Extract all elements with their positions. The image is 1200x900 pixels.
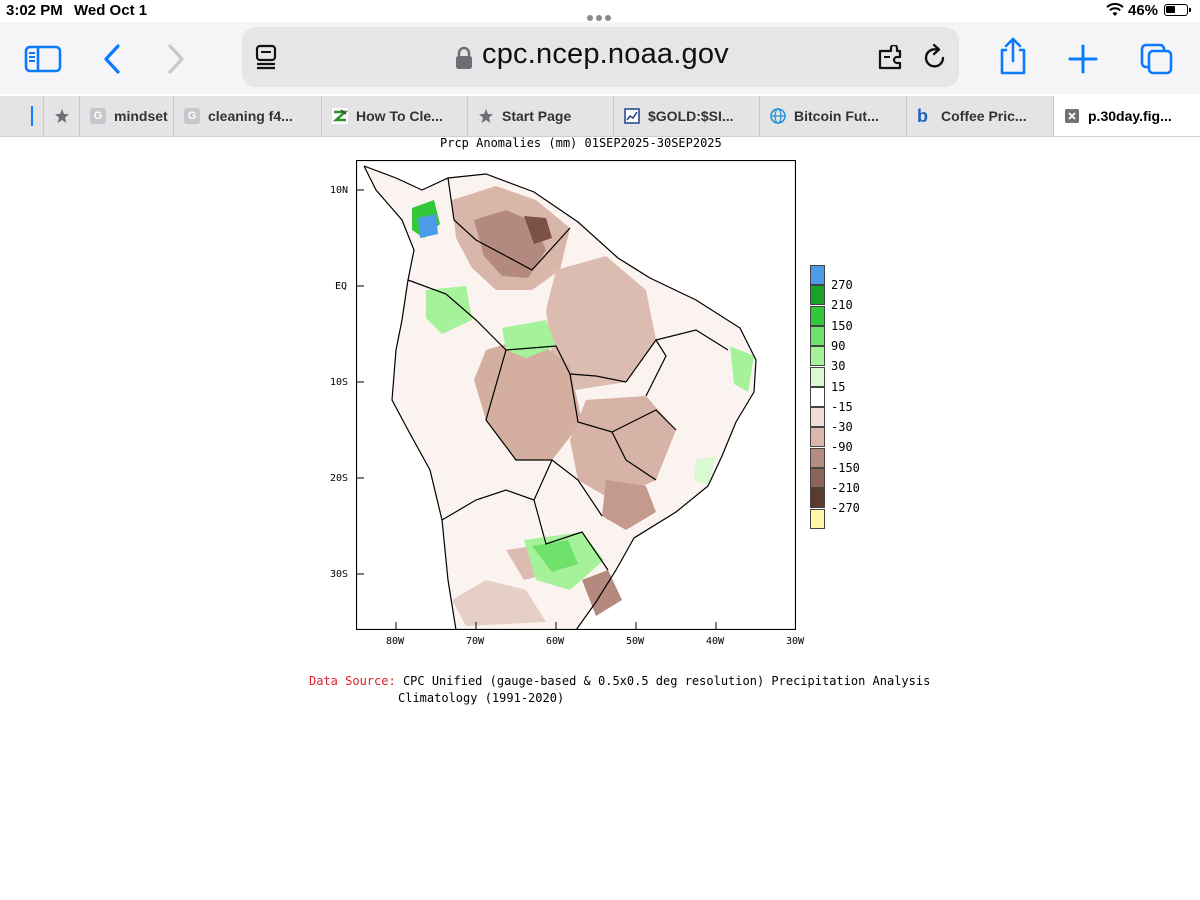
legend-swatch bbox=[810, 325, 825, 346]
share-icon[interactable] bbox=[994, 36, 1032, 76]
lon-label: 70W bbox=[466, 636, 485, 647]
tab-coffee[interactable]: b Coffee Pric... bbox=[907, 96, 1054, 136]
tab-label: How To Cle... bbox=[356, 108, 443, 124]
graticule-ticks bbox=[356, 189, 717, 630]
lat-label: 10N bbox=[330, 185, 349, 196]
lon-label: 60W bbox=[546, 636, 565, 647]
lock-icon bbox=[456, 46, 472, 69]
tab-pinned-star[interactable] bbox=[44, 96, 80, 136]
tab-label: Start Page bbox=[502, 108, 572, 124]
tab-label: mindset bbox=[114, 108, 168, 124]
legend-swatch bbox=[810, 447, 825, 468]
tab-indicator bbox=[31, 106, 33, 126]
tab-label: $GOLD:$SI... bbox=[648, 108, 734, 124]
back-icon[interactable] bbox=[96, 42, 134, 76]
legend-label: 150 bbox=[831, 318, 853, 333]
close-tab-icon[interactable] bbox=[1064, 108, 1080, 124]
sidebar-icon[interactable] bbox=[24, 42, 62, 76]
status-date: Wed Oct 1 bbox=[74, 2, 148, 19]
browser-toolbar: cpc.ncep.noaa.gov bbox=[0, 22, 1200, 94]
lon-label: 30W bbox=[786, 636, 805, 647]
lon-label: 40W bbox=[706, 636, 725, 647]
battery-percent: 46% bbox=[1128, 2, 1159, 19]
wet-anomaly-areas bbox=[412, 200, 754, 590]
legend-swatch bbox=[810, 407, 825, 428]
legend-label: 15 bbox=[831, 379, 846, 394]
star-icon bbox=[55, 109, 69, 123]
globe-icon bbox=[770, 108, 786, 124]
lon-label: 80W bbox=[386, 636, 405, 647]
battery-icon bbox=[1164, 4, 1191, 16]
legend-label: 30 bbox=[831, 359, 846, 374]
tab-label: cleaning f4... bbox=[208, 108, 293, 124]
address-bar[interactable]: cpc.ncep.noaa.gov bbox=[242, 27, 959, 87]
lat-label: 30S bbox=[330, 569, 349, 580]
legend-swatch bbox=[810, 346, 825, 367]
tab-active-p30day[interactable]: p.30day.fig... bbox=[1054, 96, 1200, 136]
g-favicon-icon: G bbox=[90, 108, 106, 124]
tab-bar: G mindset G cleaning f4... How To Cle...… bbox=[0, 96, 1200, 137]
source-label: Data Source: bbox=[309, 674, 396, 688]
star-icon bbox=[479, 109, 493, 123]
forward-icon[interactable] bbox=[156, 42, 194, 76]
reload-icon[interactable] bbox=[922, 43, 948, 71]
legend-swatch bbox=[810, 508, 825, 529]
tab-label: p.30day.fig... bbox=[1088, 108, 1172, 124]
legend-label: -15 bbox=[831, 399, 853, 414]
source-text: CPC Unified (gauge-based & 0.5x0.5 deg r… bbox=[402, 674, 931, 688]
legend-label: -90 bbox=[831, 440, 853, 455]
legend-swatch bbox=[810, 305, 825, 326]
legend-label: 210 bbox=[831, 298, 853, 313]
status-time: 3:02 PM bbox=[6, 2, 63, 19]
legend-swatch bbox=[810, 488, 825, 509]
legend-swatch bbox=[810, 468, 825, 488]
country-borders bbox=[363, 165, 757, 631]
legend-swatch bbox=[810, 366, 825, 387]
legend-label: 270 bbox=[831, 278, 853, 292]
data-source: Data Source: CPC Unified (gauge-based & … bbox=[309, 673, 931, 705]
tab-how-to-clean[interactable]: How To Cle... bbox=[322, 96, 468, 136]
legend-label: -270 bbox=[831, 501, 860, 516]
source-climatology: Climatology (1991-2020) bbox=[398, 691, 565, 705]
legend-swatch bbox=[810, 285, 825, 306]
lat-label: 20S bbox=[330, 473, 349, 484]
url-text[interactable]: cpc.ncep.noaa.gov bbox=[482, 38, 729, 70]
legend-swatch bbox=[810, 265, 825, 285]
g-favicon-icon: G bbox=[184, 108, 200, 124]
legend-label: -210 bbox=[831, 481, 860, 495]
page-menu-icon[interactable] bbox=[254, 43, 280, 71]
tab-start-page[interactable]: Start Page bbox=[468, 96, 614, 136]
precip-anomaly-map bbox=[355, 159, 797, 631]
tab-label: Coffee Pric... bbox=[941, 108, 1027, 124]
wifi-icon bbox=[1106, 3, 1124, 16]
new-tab-icon[interactable] bbox=[1064, 42, 1102, 76]
b-favicon-icon: b bbox=[917, 106, 928, 126]
legend-label: 90 bbox=[831, 338, 846, 353]
extensions-icon[interactable] bbox=[876, 45, 906, 71]
tab-gold[interactable]: $GOLD:$SI... bbox=[614, 96, 760, 136]
legend-swatch bbox=[810, 386, 825, 407]
tab-label: Bitcoin Fut... bbox=[794, 108, 879, 124]
lat-label: 10S bbox=[330, 377, 349, 388]
legend-label: -150 bbox=[831, 460, 860, 475]
tab-overview-icon[interactable] bbox=[1138, 42, 1176, 76]
lon-label: 50W bbox=[626, 636, 645, 647]
legend-label: -30 bbox=[831, 420, 853, 435]
lat-label: EQ bbox=[335, 281, 348, 292]
legend-swatch bbox=[810, 427, 825, 448]
tab-bitcoin[interactable]: Bitcoin Fut... bbox=[760, 96, 907, 136]
figure-title: Prcp Anomalies (mm) 01SEP2025-30SEP2025 bbox=[440, 136, 722, 150]
chart-favicon-icon bbox=[624, 108, 640, 124]
status-bar: 3:02 PM Wed Oct 1 46% bbox=[0, 0, 1200, 22]
multitasking-dots-icon[interactable] bbox=[587, 8, 615, 21]
tab-mindset[interactable]: G mindset bbox=[80, 96, 174, 136]
zillow-favicon-icon bbox=[332, 108, 348, 124]
tab-cleaning[interactable]: G cleaning f4... bbox=[174, 96, 322, 136]
map-canvas bbox=[355, 159, 797, 631]
tab-pinned-1[interactable] bbox=[0, 96, 44, 136]
